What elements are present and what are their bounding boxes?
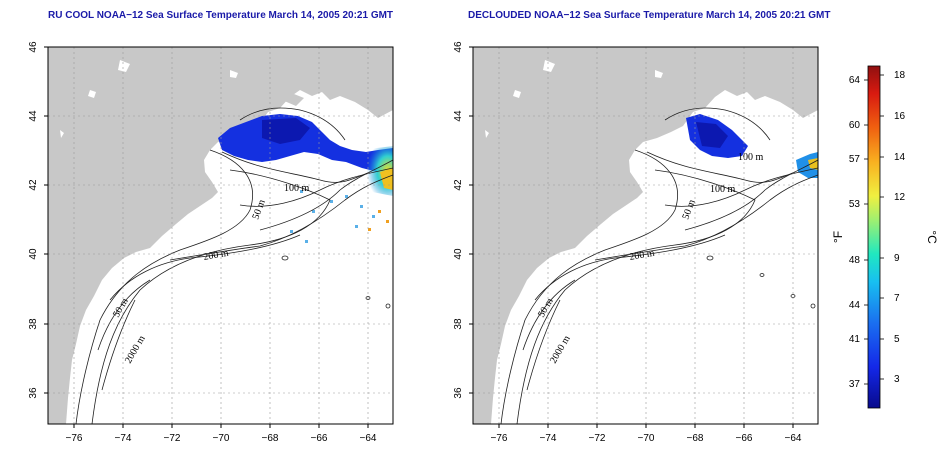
contour-label: 100 m bbox=[710, 184, 736, 195]
map-left: 100 m 50 m 200 m 50 m 2000 m bbox=[28, 41, 394, 444]
colorbar-f-tick: 41 bbox=[849, 334, 861, 345]
y-tick-label: 42 bbox=[453, 179, 464, 191]
x-tick-label: −66 bbox=[736, 433, 753, 444]
x-tick-label: −76 bbox=[491, 433, 508, 444]
colorbar-f-tick: 44 bbox=[849, 300, 861, 311]
colorbar-f-tick: 57 bbox=[849, 154, 861, 165]
y-tick-label: 38 bbox=[28, 318, 39, 330]
land-mass bbox=[48, 47, 393, 424]
x-tick-label: −64 bbox=[360, 433, 377, 444]
colorbar-f-tick: 53 bbox=[849, 199, 861, 210]
colorbar-c-tick: 16 bbox=[894, 111, 906, 122]
y-tick-label: 40 bbox=[453, 248, 464, 260]
colorbar: 64 60 57 53 48 44 41 37 18 16 14 12 9 7 … bbox=[831, 65, 939, 409]
colorbar-c-tick: 14 bbox=[894, 152, 906, 163]
y-tick-label: 42 bbox=[28, 179, 39, 191]
x-tick-label: −72 bbox=[164, 433, 181, 444]
x-tick-label: −74 bbox=[540, 433, 557, 444]
map-title-right: DECLOUDED NOAA−12 Sea Surface Temperatur… bbox=[468, 10, 831, 21]
colorbar-f-tick: 60 bbox=[849, 120, 861, 131]
colorbar-c-tick: 9 bbox=[894, 253, 900, 264]
y-tick-label: 38 bbox=[453, 318, 464, 330]
colorbar-f-tick: 64 bbox=[849, 75, 861, 86]
contour-label: 200 m bbox=[629, 248, 656, 263]
x-tick-label: −68 bbox=[262, 433, 279, 444]
x-tick-label: −76 bbox=[66, 433, 83, 444]
y-tick-label: 44 bbox=[453, 110, 464, 122]
colorbar-c-tick: 7 bbox=[894, 293, 900, 304]
colorbar-gradient bbox=[867, 65, 881, 409]
colorbar-c-tick: 5 bbox=[894, 334, 900, 345]
colorbar-c-unit: °C bbox=[925, 230, 939, 244]
x-tick-label: −64 bbox=[785, 433, 802, 444]
contour-label: 100 m bbox=[738, 152, 764, 163]
colorbar-f-tick: 37 bbox=[849, 379, 861, 390]
colorbar-f-unit: °F bbox=[831, 231, 845, 243]
x-tick-label: −72 bbox=[589, 433, 606, 444]
map-right: 100 m 100 m 50 m 200 m 50 m 2000 m bbox=[453, 41, 819, 444]
colorbar-f-tick: 48 bbox=[849, 255, 861, 266]
y-tick-label: 36 bbox=[28, 387, 39, 399]
y-tick-label: 40 bbox=[28, 248, 39, 260]
map-title-left: RU COOL NOAA−12 Sea Surface Temperature … bbox=[48, 10, 394, 21]
land-mass bbox=[473, 47, 818, 424]
colorbar-c-tick: 12 bbox=[894, 192, 906, 203]
contour-label: 200 m bbox=[203, 248, 230, 263]
y-tick-label: 44 bbox=[28, 110, 39, 122]
colorbar-c-tick: 18 bbox=[894, 70, 906, 81]
x-tick-label: −68 bbox=[687, 433, 704, 444]
sst-cold-patch bbox=[218, 114, 393, 172]
x-tick-label: −70 bbox=[638, 433, 655, 444]
y-tick-label: 46 bbox=[28, 41, 39, 53]
colorbar-c-tick: 3 bbox=[894, 374, 900, 385]
x-tick-label: −74 bbox=[115, 433, 132, 444]
x-tick-label: −66 bbox=[311, 433, 328, 444]
x-tick-label: −70 bbox=[213, 433, 230, 444]
y-tick-label: 36 bbox=[453, 387, 464, 399]
y-tick-label: 46 bbox=[453, 41, 464, 53]
contour-label: 100 m bbox=[284, 183, 310, 194]
